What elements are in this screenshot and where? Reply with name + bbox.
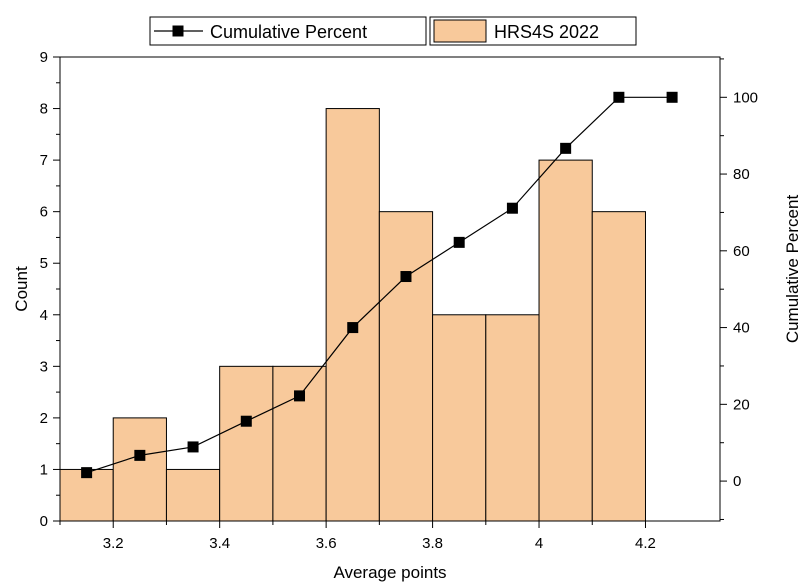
y-axis-title: Count (12, 266, 31, 312)
y-tick-label: 4 (40, 307, 48, 324)
cumulative-point (134, 449, 146, 461)
y2-tick-label: 20 (733, 396, 750, 413)
legend-label-bars: HRS4S 2022 (494, 22, 599, 42)
y2-tick-label: 80 (733, 166, 750, 183)
cumulative-percent-line (86, 96, 673, 474)
cumulative-point (666, 91, 678, 103)
histogram-bar (432, 314, 487, 522)
y2-axis-title: Cumulative Percent (783, 195, 802, 344)
legend-box-line (149, 16, 427, 46)
histogram-bar (538, 159, 593, 522)
y2-tick-label: 0 (733, 473, 741, 490)
histogram-bar (591, 211, 646, 522)
y2-tick-label: 100 (733, 89, 758, 106)
cumulative-point (81, 467, 93, 479)
histogram-bar (485, 314, 540, 522)
y-axis-right: 0 20 40 60 80 100 (720, 58, 758, 520)
y-tick-label: 2 (40, 410, 48, 427)
y-tick-label: 3 (40, 358, 48, 375)
cumulative-point (347, 322, 359, 334)
legend-swatch-bar (433, 19, 487, 43)
x-axis: 3.2 3.4 3.6 3.8 4 4.2 (59, 521, 656, 552)
y-tick-label: 5 (40, 255, 48, 272)
histogram-bar (219, 365, 274, 522)
histogram-bar (165, 468, 221, 522)
cumulative-point (453, 236, 465, 248)
cumulative-point (506, 202, 518, 214)
cumulative-point (294, 390, 306, 402)
x-tick-label: 3.2 (103, 535, 124, 552)
y-tick-label: 0 (40, 513, 48, 530)
y-tick-label: 8 (40, 101, 48, 118)
x-axis-title: Average points (333, 563, 446, 582)
legend-label-cumulative: Cumulative Percent (210, 22, 367, 42)
legend-marker-square (172, 25, 184, 37)
x-tick-label: 4 (535, 535, 543, 552)
cumulative-point (560, 142, 572, 154)
histogram-bar (272, 365, 327, 522)
y-tick-label: 1 (40, 461, 48, 478)
cumulative-percent-line-group (81, 91, 678, 479)
histogram-bar (325, 108, 380, 522)
y-tick-label: 9 (40, 49, 48, 66)
x-tick-label: 3.6 (316, 535, 337, 552)
x-tick-label: 4.2 (635, 535, 656, 552)
y2-tick-label: 60 (733, 243, 750, 260)
cumulative-point (187, 441, 199, 453)
legend: Cumulative Percent HRS4S 2022 (149, 16, 637, 46)
y-tick-label: 6 (40, 204, 48, 221)
cumulative-point (613, 91, 625, 103)
x-tick-label: 3.8 (422, 535, 443, 552)
x-tick-label: 3.4 (209, 535, 230, 552)
cumulative-point (240, 415, 252, 427)
y-tick-label: 7 (40, 152, 48, 169)
y2-tick-label: 40 (733, 320, 750, 337)
histogram-bar (378, 211, 434, 522)
y-axis-left: 0 1 2 3 4 5 6 7 8 9 (40, 49, 60, 530)
histogram-bar (112, 417, 167, 522)
cumulative-point (400, 271, 412, 283)
histogram-bars (59, 108, 646, 522)
